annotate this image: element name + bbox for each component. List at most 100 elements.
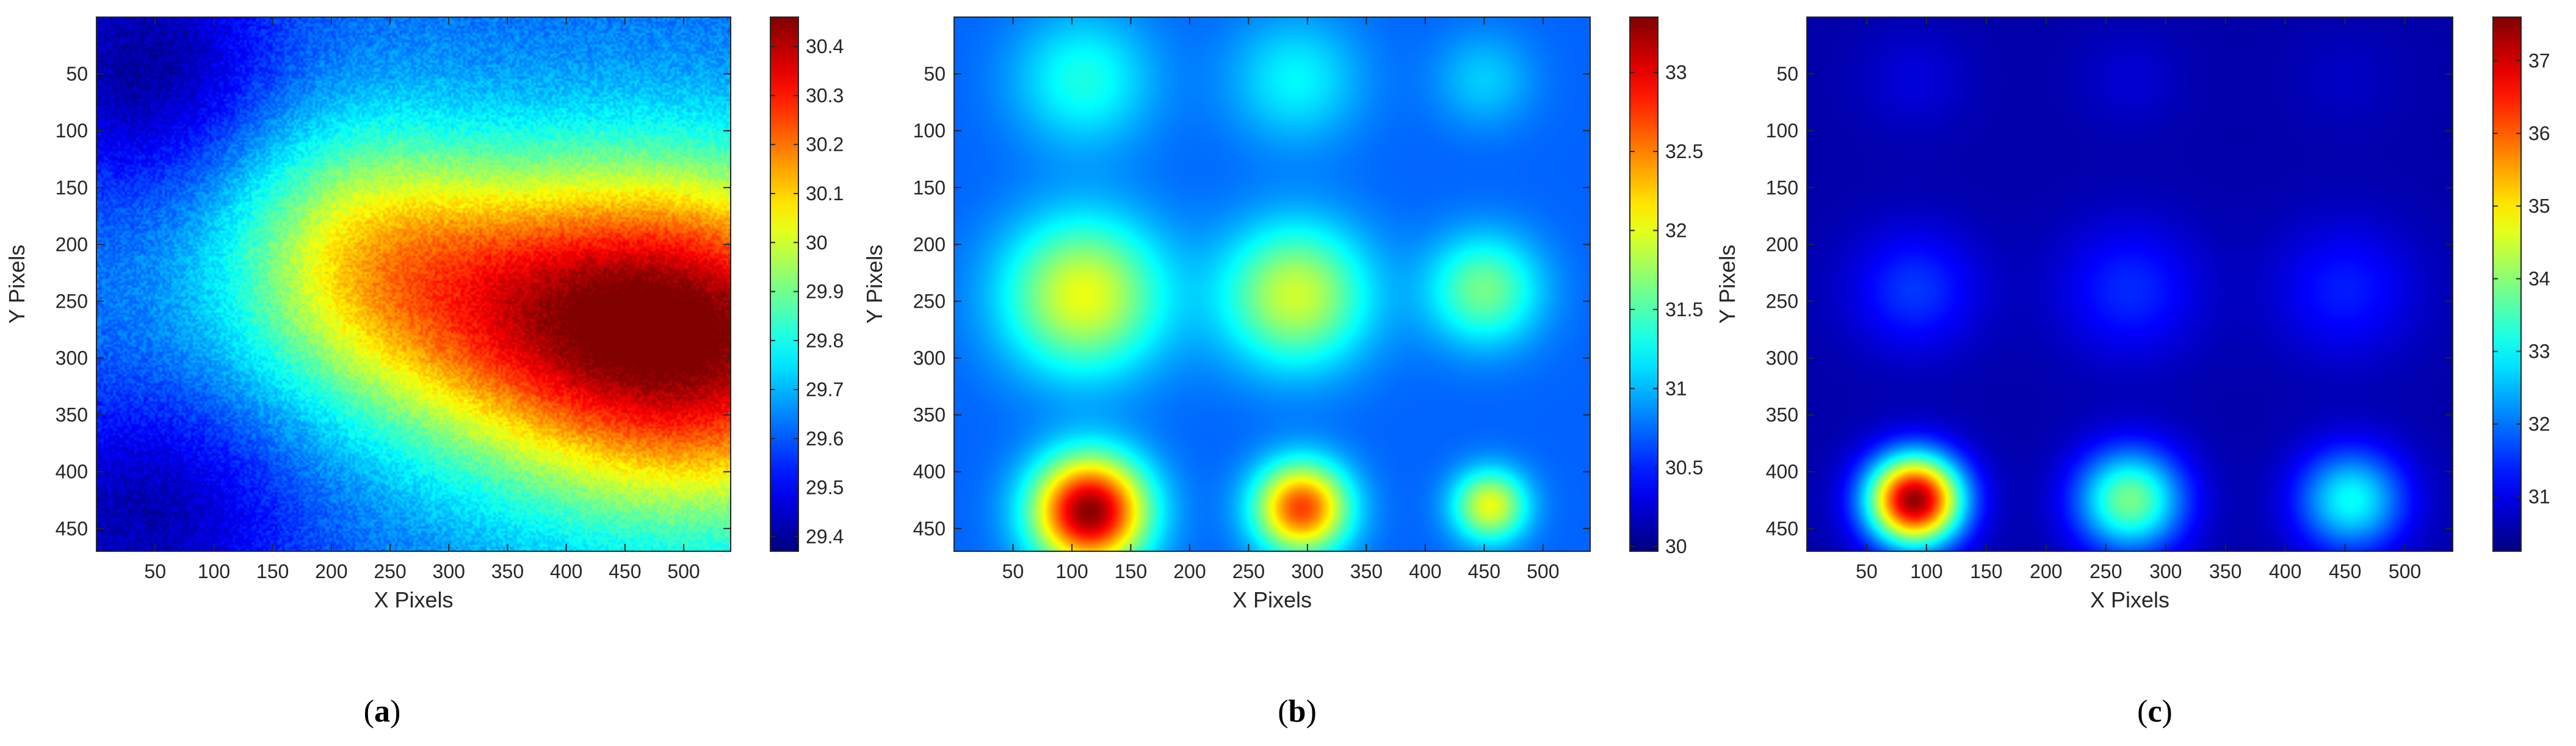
colorbar-tick-label: 29.4 (806, 526, 844, 548)
colorbar-tick-label: 36 (2528, 122, 2550, 144)
panel-label-open: ( (364, 694, 374, 729)
y-tick-label: 250 (913, 290, 946, 312)
y-tick-label: 150 (56, 176, 88, 198)
x-tick-label: 450 (609, 560, 641, 582)
panel-label: (a) (364, 694, 401, 729)
x-tick-label: 300 (2149, 560, 2182, 582)
colorbar-tick-label: 32 (2528, 413, 2550, 435)
y-tick-label: 350 (913, 404, 946, 426)
colorbar-tick-label: 34 (2528, 268, 2550, 290)
y-tick-label: 300 (56, 347, 88, 369)
y-axis-label: Y Pixels (862, 245, 887, 324)
x-tick-label: 100 (1055, 560, 1088, 582)
x-axis-label: X Pixels (2090, 587, 2169, 612)
y-tick-label: 350 (56, 404, 88, 426)
x-tick-label: 200 (1173, 560, 1206, 582)
x-tick-label: 250 (1232, 560, 1265, 582)
panel-label: (b) (1278, 694, 1317, 729)
colorbar-tick-label: 30 (1665, 535, 1687, 557)
x-tick-label: 200 (2030, 560, 2062, 582)
panel-b: 50 100 150 200 250 300 350 400 450 500 50 100 150 200… (862, 16, 1703, 729)
colorbar-tick-label: 29.7 (806, 378, 844, 400)
colorbar (770, 16, 799, 552)
y-tick-label: 200 (913, 233, 946, 255)
colorbar-tick-label: 30.5 (1665, 457, 1703, 479)
y-tick-label: 350 (1766, 404, 1798, 426)
colorbar-tick-label: 31 (2528, 486, 2550, 508)
x-tick-label: 500 (667, 560, 700, 582)
x-tick-label: 150 (1115, 560, 1147, 582)
colorbar-tick-label: 29.5 (806, 477, 844, 499)
x-tick-label: 450 (2329, 560, 2361, 582)
y-tick-label: 150 (1766, 176, 1798, 198)
x-tick-label: 400 (1409, 560, 1441, 582)
panel-label-close: ) (390, 694, 400, 729)
x-tick-label: 350 (2209, 560, 2241, 582)
y-axis-label: Y Pixels (4, 245, 29, 324)
colorbar-tick-label: 30.2 (806, 134, 844, 156)
panel-label-open: ( (1278, 694, 1288, 729)
y-tick-label: 100 (1766, 120, 1798, 142)
x-tick-label: 100 (198, 560, 230, 582)
panel-label-close: ) (2162, 694, 2173, 729)
x-tick-label: 250 (374, 560, 406, 582)
panel-label-close: ) (1306, 694, 1316, 729)
heatmap-image (96, 17, 731, 551)
colorbar-tick-label: 31.5 (1665, 299, 1703, 320)
y-tick-label: 50 (66, 63, 88, 85)
colorbar (2492, 16, 2522, 552)
x-tick-label: 400 (550, 560, 582, 582)
colorbar-tick-label: 29.6 (806, 427, 844, 449)
x-tick-label: 500 (2389, 560, 2421, 582)
x-tick-label: 200 (315, 560, 347, 582)
y-tick-label: 450 (56, 518, 88, 540)
y-tick-label: 250 (1766, 290, 1798, 312)
heatmap-image (954, 17, 1590, 551)
x-tick-label: 50 (144, 560, 166, 582)
colorbar-tick-label: 30.4 (806, 35, 844, 57)
x-tick-label: 50 (1856, 560, 1878, 582)
y-tick-label: 450 (913, 518, 946, 540)
x-tick-label: 100 (1910, 560, 1942, 582)
colorbar (1629, 16, 1659, 552)
axes-frame (1806, 16, 2453, 552)
y-tick-label: 100 (913, 120, 946, 142)
panel-label-open: ( (2137, 694, 2147, 729)
x-tick-label: 450 (1468, 560, 1500, 582)
colorbar-tick-label: 35 (2528, 195, 2550, 217)
y-tick-label: 300 (1766, 347, 1798, 369)
y-tick-label: 100 (56, 120, 88, 142)
x-tick-label: 150 (1970, 560, 2002, 582)
panel-label-letter: b (1289, 694, 1306, 729)
y-tick-label: 400 (913, 461, 946, 483)
x-tick-label: 500 (1527, 560, 1559, 582)
colorbar-tick-label: 32 (1665, 219, 1687, 241)
colorbar-tick-label: 37 (2528, 49, 2550, 71)
heatmap-image (1807, 17, 2453, 551)
x-tick-label: 50 (1002, 560, 1024, 582)
x-axis-label: X Pixels (374, 587, 453, 612)
x-tick-label: 300 (1291, 560, 1323, 582)
y-tick-label: 50 (924, 63, 946, 85)
y-tick-label: 450 (1766, 518, 1798, 540)
colorbar-tick-label: 29.8 (806, 330, 844, 352)
x-tick-label: 250 (2089, 560, 2122, 582)
panel-a: 50 100 150 200 250 300 350 400 450 500 50 100 150 200… (4, 16, 844, 729)
y-axis-label: Y Pixels (1715, 245, 1740, 324)
x-tick-label: 150 (256, 560, 289, 582)
x-tick-label: 350 (1350, 560, 1383, 582)
axes-frame (953, 16, 1591, 552)
x-tick-label: 350 (491, 560, 524, 582)
panel-c: 50 100 150 200 250 300 350 400 450 500 50 100 150 200… (1715, 16, 2550, 729)
colorbar-tick-label: 30 (806, 231, 828, 253)
x-tick-label: 400 (2269, 560, 2301, 582)
y-tick-label: 300 (913, 347, 946, 369)
panel-label-letter: c (2147, 694, 2162, 729)
panel-label-letter: a (374, 694, 390, 729)
colorbar-tick-label: 33 (1665, 62, 1687, 84)
x-tick-label: 300 (433, 560, 465, 582)
y-tick-label: 200 (1766, 233, 1798, 255)
x-axis-label: X Pixels (1232, 587, 1312, 612)
colorbar-tick-label: 30.3 (806, 84, 844, 106)
